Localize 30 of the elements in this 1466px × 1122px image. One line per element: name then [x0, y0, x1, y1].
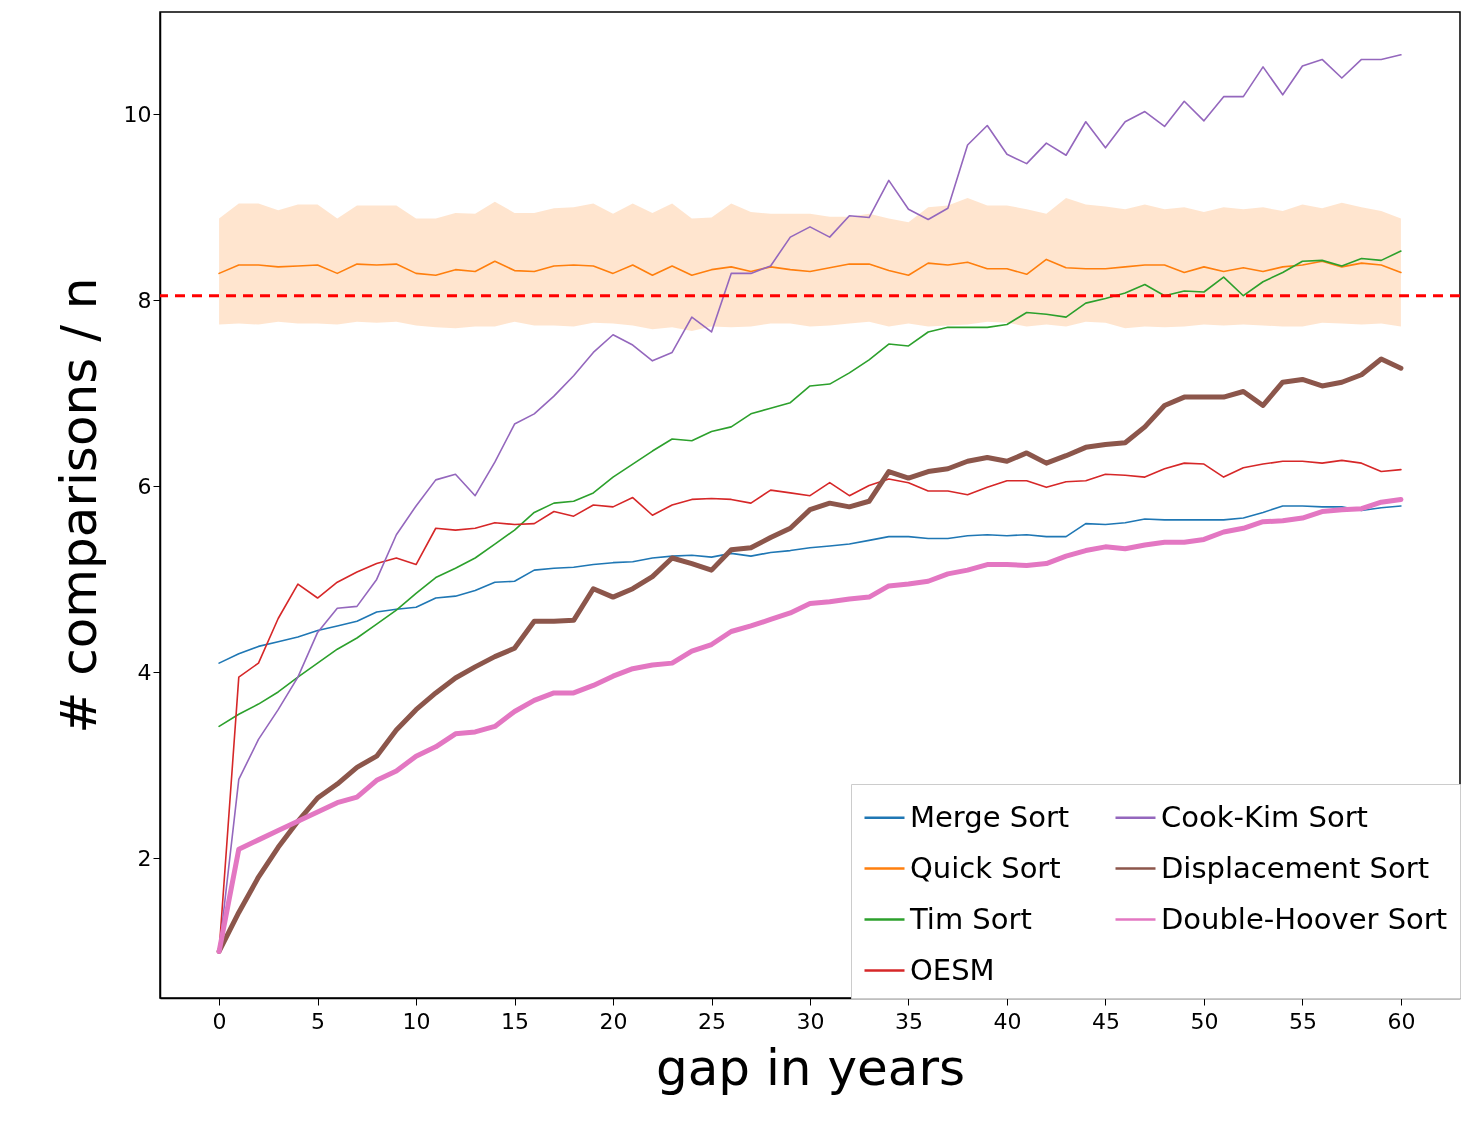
y-tick-label: 4 — [137, 659, 152, 685]
x-axis-title: gap in years — [655, 1038, 966, 1097]
x-tick-label: 40 — [993, 1008, 1022, 1034]
y-tick-label: 8 — [137, 287, 152, 313]
x-tick-label: 30 — [796, 1008, 825, 1034]
legend-label: Merge Sort — [910, 799, 1070, 834]
x-tick-label: 0 — [212, 1008, 227, 1034]
y-tick-label: 10 — [123, 101, 152, 127]
line-series — [218, 250, 1402, 728]
x-tick-label: 60 — [1387, 1008, 1416, 1034]
y-tick-label: 2 — [137, 845, 152, 871]
y-tick-label: 6 — [137, 473, 152, 499]
x-tick-label: 10 — [402, 1008, 431, 1034]
legend-label: OESM — [910, 952, 995, 987]
x-tick-label: 15 — [501, 1008, 530, 1034]
y-axis-title: # comparisons / n — [49, 277, 108, 734]
x-tick-label: 50 — [1190, 1008, 1219, 1034]
x-tick-label: 45 — [1091, 1008, 1120, 1034]
legend-label: Tim Sort — [909, 901, 1032, 936]
line-series — [218, 258, 1402, 277]
x-tick-label: 35 — [894, 1008, 923, 1034]
legend-label: Double-Hoover Sort — [1161, 901, 1448, 936]
legend-label: Cook-Kim Sort — [1161, 799, 1368, 834]
x-tick-label: 55 — [1288, 1008, 1317, 1034]
line-series — [218, 505, 1402, 664]
x-tick-label: 5 — [311, 1008, 326, 1034]
legend-label: Displacement Sort — [1161, 850, 1430, 885]
legend-label: Quick Sort — [910, 850, 1061, 885]
x-tick-label: 25 — [698, 1008, 727, 1034]
x-tick-label: 20 — [599, 1008, 628, 1034]
